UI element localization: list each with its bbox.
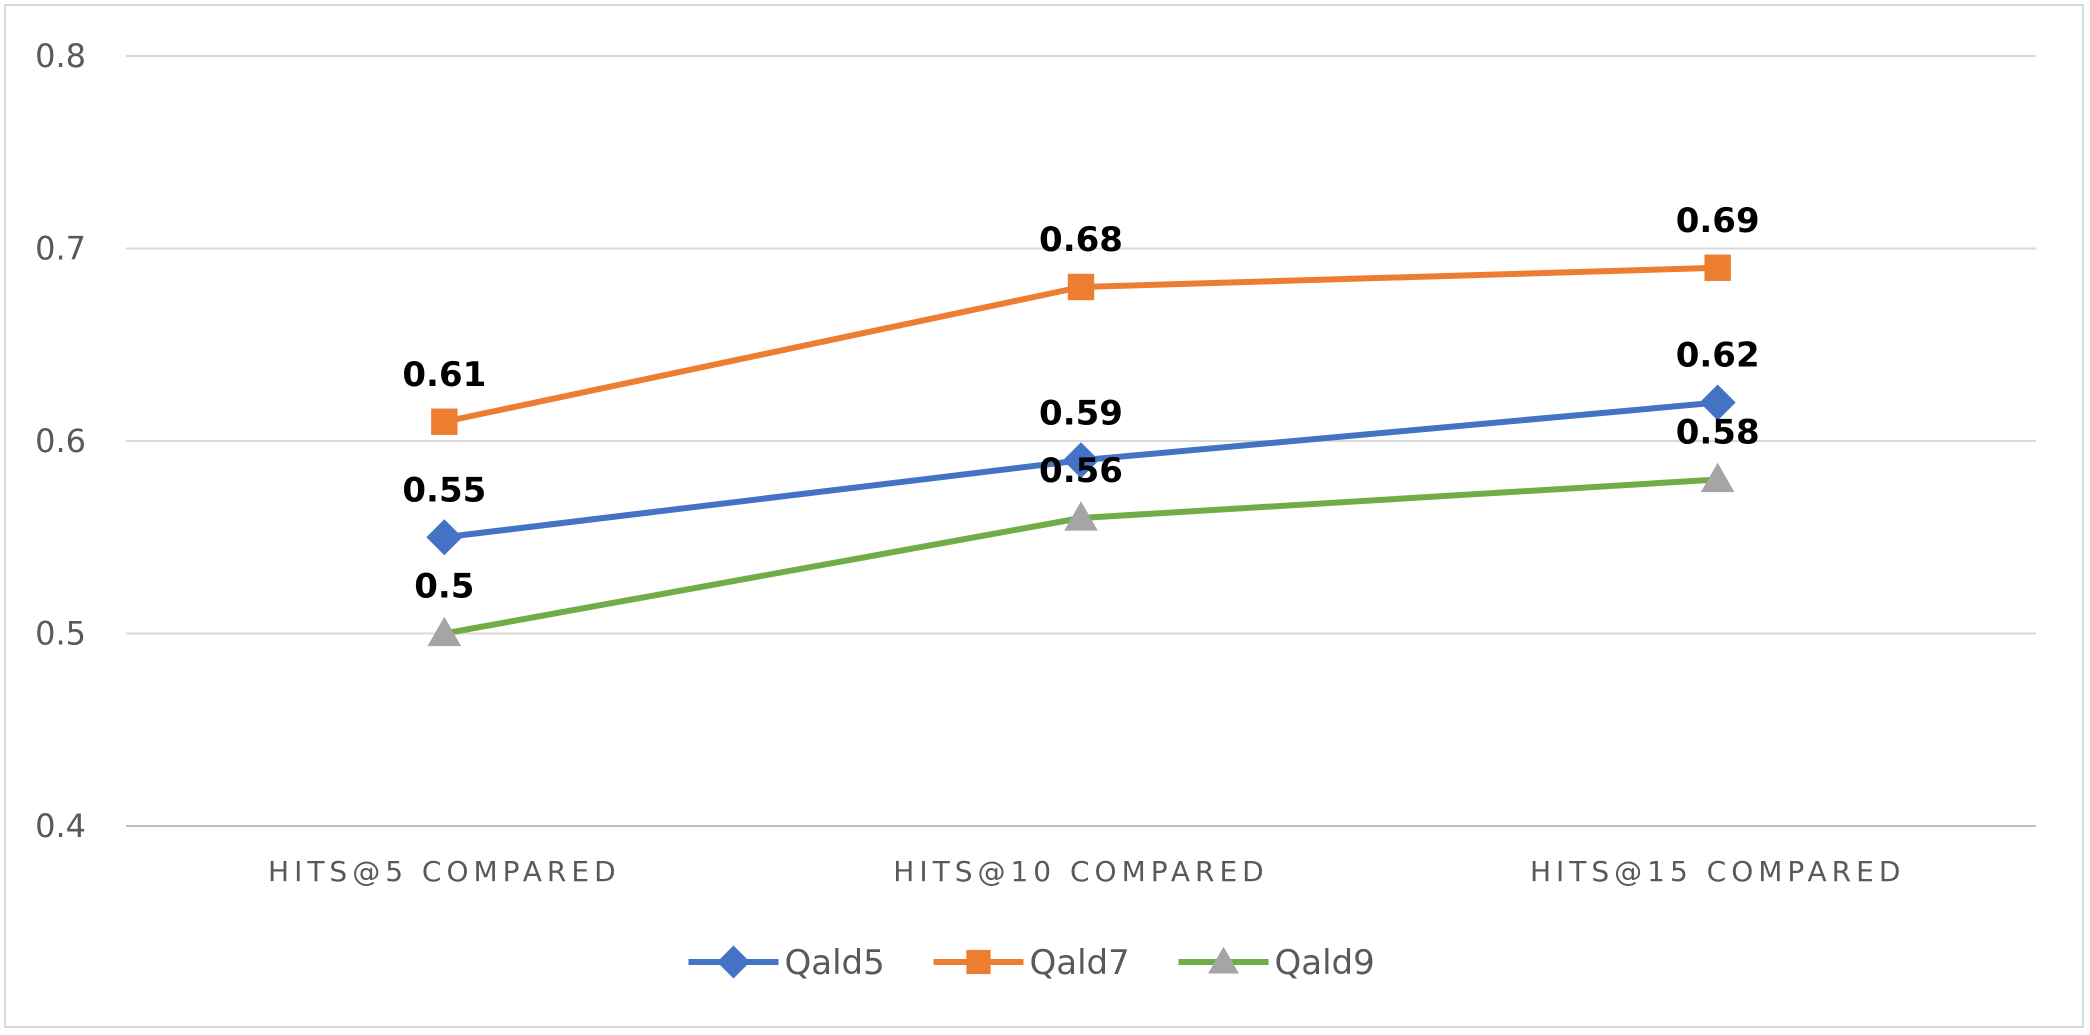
series-markers: [426, 254, 1736, 647]
data-label-qald7: 0.68: [1039, 220, 1123, 260]
y-tick-label: 0.6: [35, 422, 86, 460]
marker-qald5: [426, 519, 463, 556]
data-label-qald5: 0.59: [1039, 393, 1123, 433]
x-category-label: HITS@5 COMPARED: [268, 855, 621, 888]
marker-qald5: [1699, 384, 1736, 421]
legend: Qald5 Qald7 Qald9: [688, 943, 1375, 983]
legend-label: Qald9: [1275, 943, 1375, 983]
legend-swatch-marker: [1208, 946, 1239, 974]
legend-item-qald5: Qald5: [688, 943, 885, 983]
data-label-qald7: 0.61: [402, 355, 486, 395]
data-label-qald5: 0.55: [402, 470, 486, 510]
marker-qald9: [1700, 462, 1735, 493]
x-category-label: HITS@10 COMPARED: [893, 855, 1268, 888]
marker-qald7: [1704, 254, 1731, 281]
data-label-qald9: 0.5: [414, 567, 474, 607]
x-category-label: HITS@15 COMPARED: [1530, 855, 1905, 888]
y-tick-label: 0.5: [35, 615, 86, 653]
legend-swatch-marker: [966, 949, 991, 975]
legend-label: Qald7: [1030, 943, 1130, 983]
data-label-qald9: 0.58: [1676, 413, 1760, 453]
marker-qald7: [431, 408, 458, 435]
data-label-qald7: 0.69: [1676, 201, 1760, 241]
marker-qald7: [1067, 273, 1095, 301]
legend-item-qald7: Qald7: [933, 943, 1130, 983]
y-axis-ticks: 0.4 0.5 0.6 0.7 0.8: [35, 37, 86, 845]
y-tick-label: 0.4: [35, 807, 86, 845]
y-tick-label: 0.8: [35, 37, 86, 75]
marker-qald9: [1064, 501, 1098, 531]
chart-frame: 0.4 0.5 0.6 0.7 0.8 HITS@5 COMPARED HITS@10 C…: [4, 4, 2084, 1028]
data-label-qald5: 0.62: [1676, 336, 1760, 376]
line-chart: 0.4 0.5 0.6 0.7 0.8 HITS@5 COMPARED HITS@10 C…: [35, 37, 2036, 983]
data-label-qald9: 0.56: [1039, 451, 1123, 491]
data-labels: 0.55 0.59 0.62 0.61 0.68 0.69 0.5 0.56 0.58: [402, 201, 1759, 607]
legend-swatch-marker: [717, 945, 750, 979]
legend-label: Qald5: [785, 943, 885, 983]
y-tick-label: 0.7: [35, 230, 86, 268]
marker-qald5: [1063, 442, 1099, 479]
marker-qald9: [427, 616, 462, 647]
legend-item-qald9: Qald9: [1178, 943, 1375, 983]
x-axis-categories: HITS@5 COMPARED HITS@10 COMPARED HITS@15 C…: [268, 855, 1905, 888]
